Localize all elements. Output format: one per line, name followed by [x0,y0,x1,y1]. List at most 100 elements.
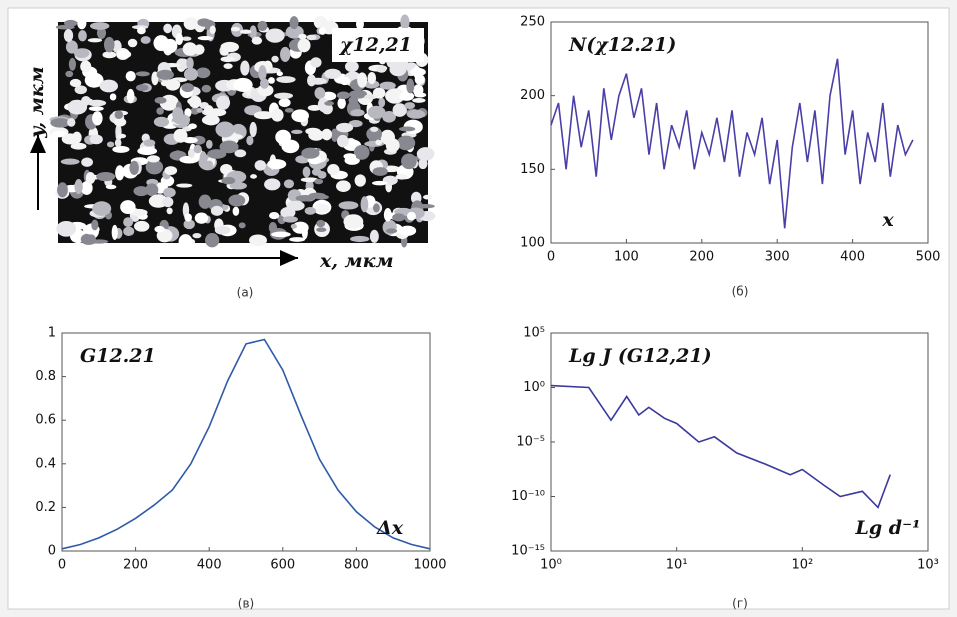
texture-blob [51,130,67,138]
texture-blob [196,107,203,113]
y-tick-label: 10⁰ [523,380,545,395]
texture-blob [378,97,386,108]
y-tick-label: 0.2 [35,500,56,515]
texture-blob [258,65,267,81]
x-label: x [881,209,894,231]
texture-blob [271,55,279,63]
texture-blob [406,78,415,94]
texture-blob [309,77,327,85]
texture-blob [401,153,417,170]
x-tick-label: 10⁰ [540,558,562,573]
texture-blob [250,174,257,179]
texture-blob [113,117,127,127]
texture-blob [343,214,364,229]
texture-blob [298,33,307,40]
caption: (б) [732,285,749,299]
texture-blob [281,139,300,154]
texture-blob [354,174,366,187]
texture-blob [123,226,135,236]
texture-blob [126,88,135,104]
texture-blob [160,80,170,87]
x-tick-label: 200 [123,558,148,573]
texture-blob [372,87,386,99]
texture-blob [308,192,326,198]
texture-blob [372,180,388,186]
texture-blob [156,107,164,115]
texture-blob [162,196,174,208]
texture-blob [87,99,107,107]
texture-blob [187,148,196,158]
texture-blob [195,67,211,79]
texture-blob [357,72,368,88]
texture-blob [254,160,267,171]
texture-blob [268,222,278,234]
texture-blob [344,60,359,73]
x-tick-label: 800 [344,558,369,573]
texture-blob [198,194,212,209]
texture-blob [350,109,365,117]
texture-blob [106,141,115,148]
x-tick-label: 400 [197,558,222,573]
texture-blob [220,56,235,63]
texture-blob [89,134,103,145]
texture-blob [140,36,151,44]
x-tick-label: 10³ [917,558,939,573]
texture-blob [286,200,305,211]
texture-blob [145,159,164,175]
texture-blob [85,171,96,185]
texture-blob [406,109,426,119]
texture-blob [63,28,74,42]
texture-blob [284,108,294,113]
texture-blob [366,126,383,142]
y-tick-label: 0.8 [35,369,56,384]
texture-blob [127,38,138,48]
texture-blob [135,84,149,92]
texture-blob [64,19,78,27]
texture-blob [89,22,110,30]
texture-blob [146,155,160,163]
texture-blob [178,234,193,250]
texture-blob [164,166,178,176]
texture-blob [87,38,103,43]
texture-blob [317,97,329,113]
texture-blob [176,58,190,70]
texture-blob [197,18,211,27]
texture-blob [385,138,400,153]
y-tick-label: 100 [520,236,545,251]
x-tick-label: 1000 [413,558,446,573]
texture-blob [301,147,320,159]
texture-blob [274,92,294,100]
y-tick-label: 10⁻¹⁵ [511,544,545,559]
texture-blob [336,122,354,133]
texture-blob [289,16,299,30]
texture-blob [350,235,370,243]
texture-blob [165,79,181,91]
texture-blob [137,146,158,156]
texture-blob [77,16,87,30]
texture-blob [246,135,254,146]
texture-blob [327,164,340,176]
x-tick-label: 10² [791,558,813,573]
texture-blob [145,183,159,197]
texture-blob [88,106,104,112]
texture-blob [73,48,90,59]
texture-blob [74,85,88,95]
texture-blob [183,17,198,30]
y-tick-label: 1 [48,326,56,341]
texture-blob [363,80,380,89]
texture-blob [276,71,283,77]
texture-blob [50,118,71,128]
texture-blob [221,176,236,185]
texture-blob [209,25,216,35]
texture-blob [201,84,212,93]
texture-blob [56,220,77,237]
texture-blob [153,35,169,52]
texture-blob [183,67,198,81]
texture-blob [313,203,330,214]
texture-blob [337,97,346,109]
texture-blob [220,163,233,175]
texture-blob [239,29,252,34]
texture-blob [249,234,267,247]
texture-blob [412,97,426,103]
